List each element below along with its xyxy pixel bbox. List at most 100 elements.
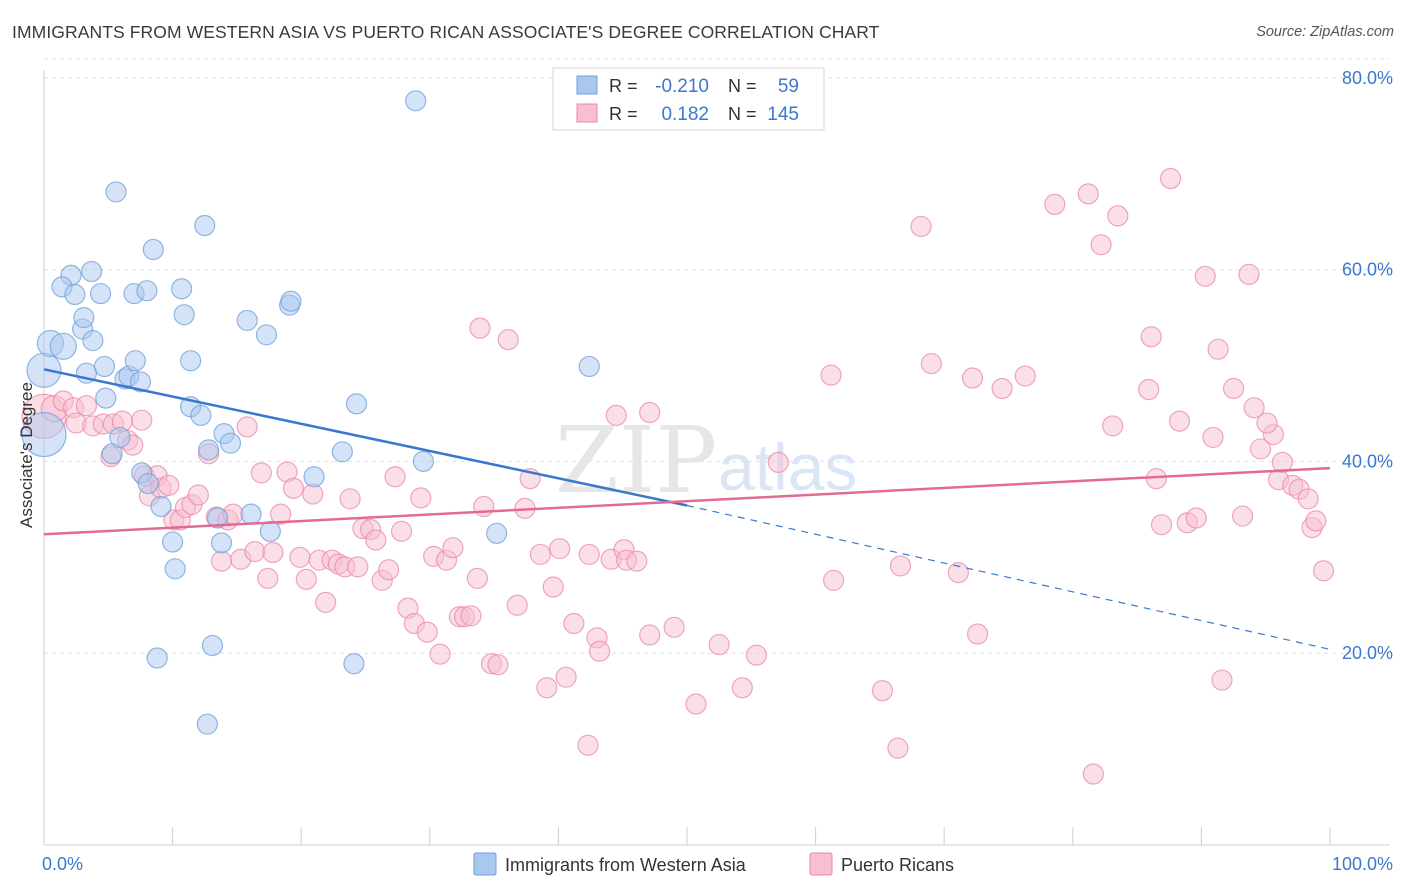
puerto-ricans-point (1194, 265, 1216, 287)
western-asia-point (196, 713, 218, 735)
puerto-ricans-point (506, 594, 528, 616)
puerto-ricans-point (767, 451, 789, 473)
western-asia-point (164, 558, 186, 580)
puerto-ricans-point (378, 559, 400, 581)
puerto-ricans-point (542, 576, 564, 598)
puerto-ricans-point (497, 329, 519, 351)
puerto-ricans-point (1211, 669, 1233, 691)
x-tick-label: 100.0% (1332, 854, 1393, 874)
stats-legend-box (552, 67, 825, 131)
puerto-ricans-point (555, 666, 577, 688)
puerto-ricans-point (605, 404, 627, 426)
puerto-ricans-point (1231, 505, 1254, 527)
legend-label-puerto-ricans: Puerto Ricans (841, 855, 954, 875)
puerto-ricans-point (473, 495, 495, 518)
stats-legend-r-label-1: R = (609, 76, 638, 96)
puerto-ricans-point (262, 541, 284, 564)
western-asia-point (180, 350, 202, 372)
stats-legend-n-value-2: 145 (767, 104, 799, 125)
western-asia-point (146, 647, 168, 669)
puerto-ricans-point (626, 550, 648, 572)
y-tick-label: 40.0% (1342, 451, 1393, 471)
puerto-ricans-point (1102, 415, 1124, 437)
puerto-ricans-point (442, 537, 464, 559)
y-tick-label: 60.0% (1342, 260, 1393, 280)
western-asia-points (21, 90, 600, 735)
chart-title: IMMIGRANTS FROM WESTERN ASIA VS PUERTO R… (12, 22, 880, 42)
puerto-ricans-point (529, 543, 551, 566)
western-asia-point (343, 653, 365, 675)
puerto-ricans-point (460, 605, 482, 627)
western-asia-point (486, 522, 508, 544)
western-asia-trend-extension (686, 504, 1331, 650)
puerto-ricans-point (1014, 365, 1036, 387)
puerto-ricans-point (577, 734, 599, 756)
western-asia-point (89, 282, 112, 305)
puerto-ricans-point (871, 680, 894, 702)
stats-legend-r-label-2: R = (609, 104, 638, 124)
puerto-ricans-point (270, 503, 292, 525)
puerto-ricans-point (745, 644, 768, 666)
western-asia-point (194, 214, 216, 237)
puerto-ricans-point (1150, 514, 1173, 536)
legend-swatch-puerto-ricans (809, 852, 833, 876)
puerto-ricans-point (1168, 410, 1191, 432)
puerto-ricans-point (1082, 763, 1104, 785)
puerto-ricans-point (429, 643, 451, 665)
puerto-ricans-point (991, 377, 1013, 400)
western-asia-point (190, 404, 212, 426)
stats-legend-blue-swatch (576, 75, 598, 95)
puerto-ricans-point (823, 569, 845, 591)
puerto-ricans-point (236, 416, 258, 438)
western-asia-point (150, 495, 172, 518)
puerto-ricans-point (1202, 426, 1224, 449)
western-asia-point (129, 371, 152, 393)
legend-label-western-asia: Immigrants from Western Asia (505, 855, 747, 875)
western-asia-point (303, 466, 325, 488)
watermark-zip: ZIP (555, 407, 717, 514)
puerto-ricans-point (1185, 507, 1207, 529)
stats-legend-n-label-2: N = (728, 104, 757, 124)
puerto-ricans-point (1238, 263, 1260, 285)
puerto-ricans-point (731, 677, 753, 699)
western-asia-point (405, 90, 427, 112)
puerto-ricans-point (663, 616, 685, 638)
western-asia-point (64, 283, 86, 306)
puerto-ricans-point (578, 543, 600, 566)
puerto-ricans-point (250, 462, 272, 484)
x-ticks: 0.0% 100.0% (42, 827, 1393, 874)
western-asia-point (240, 503, 262, 525)
western-asia-point (412, 450, 434, 472)
puerto-ricans-point (1271, 451, 1294, 473)
x-tick-label: 0.0% (42, 854, 83, 874)
puerto-ricans-point (563, 612, 585, 635)
western-asia-point (93, 355, 116, 378)
puerto-ricans-point (131, 409, 153, 431)
puerto-ricans-point (920, 352, 942, 375)
western-asia-point (124, 350, 146, 372)
puerto-ricans-point (410, 487, 432, 509)
bottom-legend: Immigrants from Western Asia Puerto Rica… (473, 852, 954, 876)
puerto-ricans-point (1249, 438, 1272, 460)
western-asia-point (80, 260, 103, 283)
western-asia-trend-line (43, 368, 688, 507)
puerto-ricans-point (1207, 338, 1229, 360)
puerto-ricans-point (365, 529, 387, 551)
puerto-ricans-point (549, 538, 571, 560)
western-asia-point (137, 472, 159, 495)
western-asia-point (578, 355, 600, 378)
y-tick-labels: 20.0% 40.0% 60.0% 80.0% (1342, 68, 1393, 663)
puerto-ricans-point (384, 466, 406, 488)
western-asia-point (259, 520, 281, 543)
puerto-ricans-point (1077, 183, 1099, 205)
western-asia-point (255, 324, 278, 346)
puerto-ricans-point (1312, 560, 1335, 582)
puerto-ricans-point (466, 567, 488, 589)
puerto-ricans-points (21, 167, 1335, 785)
western-asia-point (105, 181, 127, 203)
puerto-ricans-point (1140, 326, 1162, 348)
western-asia-point (49, 332, 77, 360)
western-asia-point (219, 432, 242, 454)
western-asia-point (198, 439, 220, 461)
puerto-ricans-point (1107, 205, 1129, 227)
